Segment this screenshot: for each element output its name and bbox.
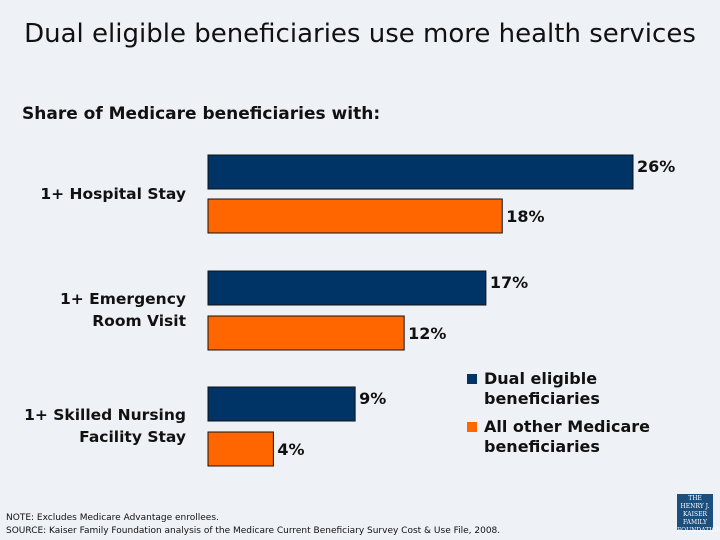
bar-dual	[207, 386, 356, 422]
data-label: 9%	[359, 389, 386, 408]
data-label: 18%	[506, 207, 544, 226]
category-label: 1+ Emergency	[60, 290, 186, 308]
legend-label: All other Medicare	[484, 417, 650, 436]
source-text: SOURCE: Kaiser Family Foundation analysi…	[6, 526, 501, 536]
legend-label: Dual eligible	[484, 369, 597, 388]
bar-other	[207, 315, 405, 351]
bar-dual	[207, 270, 487, 306]
kff-logo: THE HENRY J. KAISER FAMILY FOUNDATION	[677, 494, 720, 534]
chart-subtitle: Share of Medicare beneficiaries with:	[22, 104, 381, 124]
category-label: 1+ Skilled Nursing	[24, 406, 186, 424]
category-label: Facility Stay	[79, 428, 186, 446]
footnote: NOTE: Excludes Medicare Advantage enroll…	[6, 512, 500, 538]
data-label: 26%	[637, 157, 675, 176]
legend-label: beneficiaries	[484, 389, 600, 408]
legend-label: beneficiaries	[484, 437, 600, 456]
bar-other	[207, 431, 274, 467]
legend-swatch	[467, 422, 477, 432]
chart-title: Dual eligible beneficiaries use more hea…	[24, 19, 696, 49]
legend-swatch	[467, 374, 477, 384]
bar-dual	[207, 154, 634, 190]
note-text: NOTE: Excludes Medicare Advantage enroll…	[6, 513, 219, 523]
bar-other	[207, 198, 503, 234]
category-label: Room Visit	[92, 312, 186, 330]
data-label: 12%	[408, 324, 446, 343]
data-label: 4%	[277, 440, 304, 459]
category-label: 1+ Hospital Stay	[40, 185, 186, 203]
data-label: 17%	[490, 273, 528, 292]
